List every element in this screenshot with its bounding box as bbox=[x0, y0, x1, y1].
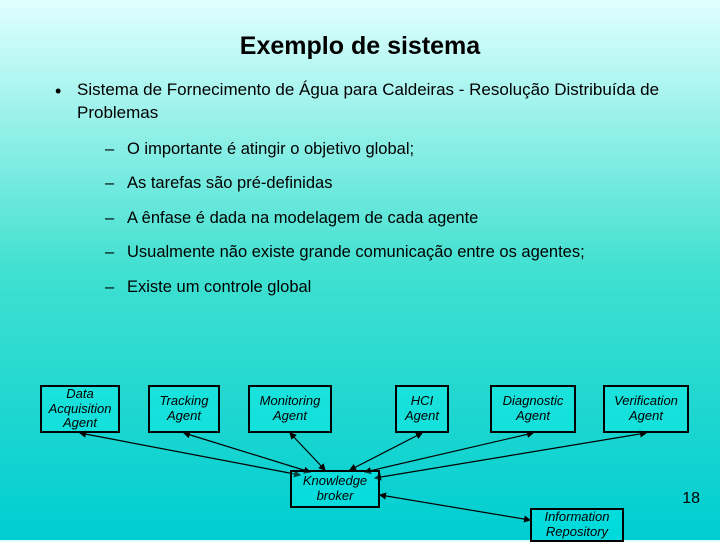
agent-tracking: Tracking Agent bbox=[148, 385, 220, 433]
slide-title: Exemplo de sistema bbox=[0, 0, 720, 79]
agent-diagnostic: Diagnostic Agent bbox=[490, 385, 576, 433]
information-repository: Information Repository bbox=[530, 508, 624, 542]
agent-hci: HCI Agent bbox=[395, 385, 449, 433]
agent-verification: Verification Agent bbox=[603, 385, 689, 433]
agent-data-acquisition: Data Acquisition Agent bbox=[40, 385, 120, 433]
sub-bullet-list: O importante é atingir o objetivo global… bbox=[55, 139, 690, 298]
content-area: Sistema de Fornecimento de Água para Cal… bbox=[0, 79, 720, 298]
sub-bullet: Usualmente não existe grande comunicação… bbox=[105, 242, 690, 263]
sub-bullet: O importante é atingir o objetivo global… bbox=[105, 139, 690, 160]
sub-bullet: Existe um controle global bbox=[105, 277, 690, 298]
sub-bullet: A ênfase é dada na modelagem de cada age… bbox=[105, 208, 690, 229]
agent-monitoring: Monitoring Agent bbox=[248, 385, 332, 433]
knowledge-broker: Knowledge broker bbox=[290, 470, 380, 508]
agent-diagram: Data Acquisition Agent Tracking Agent Mo… bbox=[0, 380, 720, 540]
main-bullet: Sistema de Fornecimento de Água para Cal… bbox=[55, 79, 690, 125]
sub-bullet: As tarefas são pré-definidas bbox=[105, 173, 690, 194]
page-number: 18 bbox=[682, 490, 700, 508]
